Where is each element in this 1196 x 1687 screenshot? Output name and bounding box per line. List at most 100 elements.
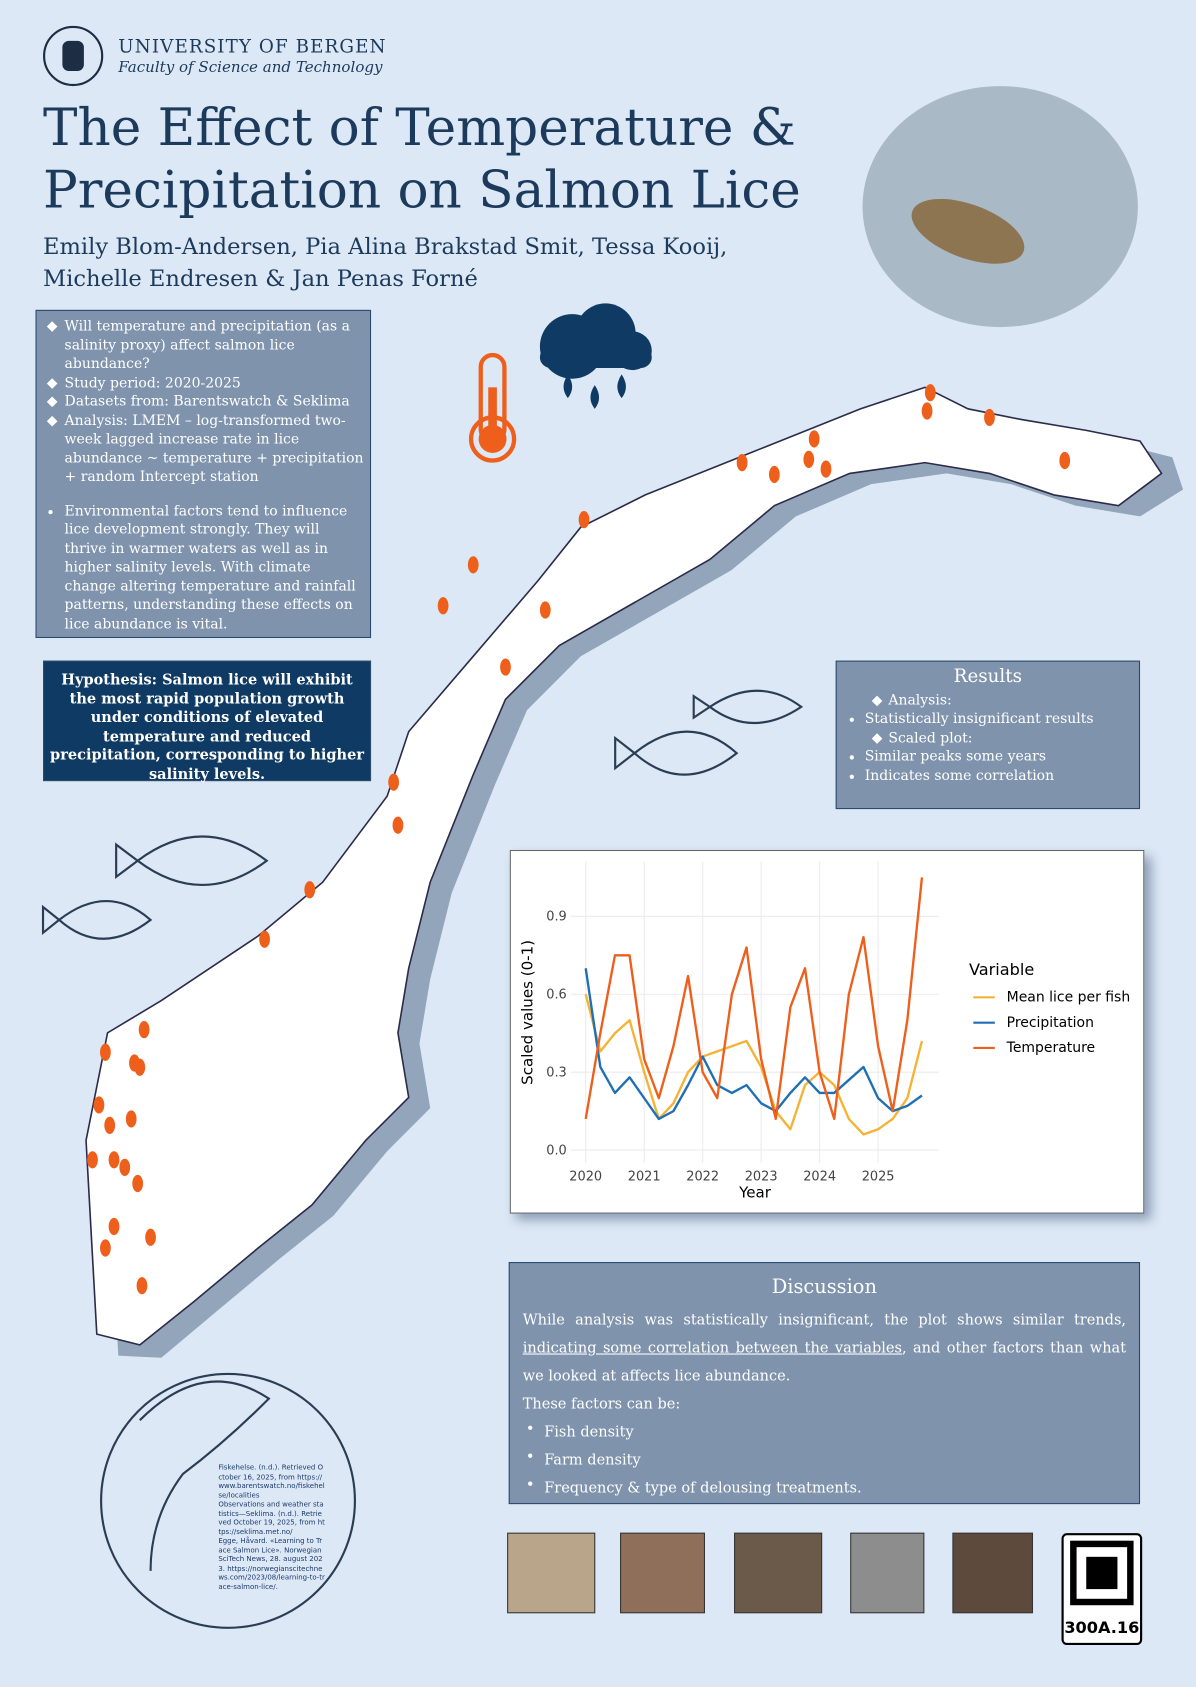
farm-dot: [100, 1043, 111, 1061]
discussion-title: Discussion: [771, 1276, 877, 1299]
line-chart: 0.0 0.3 0.6 0.9 2020 2021 2022 2023 2024 2025 Year…: [509, 849, 1145, 1214]
series-line: [584, 993, 924, 1136]
x-tick-label: 2024: [803, 1169, 836, 1184]
logo-owl: [62, 40, 84, 72]
y-tick-label: 0.3: [546, 1065, 567, 1080]
author-line: Emily Blom-Andersen, Pia Alina Brakstad …: [43, 233, 728, 260]
bullet: [871, 732, 883, 744]
discussion-lead: These factors can be:: [522, 1395, 681, 1413]
farm-dot: [145, 1228, 156, 1246]
y-tick-label: 0.6: [546, 988, 567, 1003]
intro-item: Will temperature and precipitation (as a…: [43, 317, 363, 373]
lice-photo: [862, 86, 1138, 328]
farm-dot: [539, 601, 551, 619]
farm-dot: [108, 1151, 120, 1169]
farm-dot: [136, 1277, 148, 1295]
farm-dot: [467, 556, 479, 574]
farm-dot: [392, 816, 404, 834]
discussion-text: While analysis was statistically insigni…: [523, 1306, 1126, 1390]
farm-dot: [259, 930, 270, 948]
references: Fiskehelse. (n.d.). Retrieved October 16…: [218, 1463, 326, 1591]
discussion-list: Fish density Farm density Frequency & type…: [523, 1418, 1126, 1502]
title-line: Precipitation on Salmon Lice: [43, 160, 801, 221]
intro-item: Study period: 2020-2025: [43, 374, 363, 393]
farm-dot: [736, 454, 748, 472]
farm-dot: [138, 1021, 150, 1039]
lice-photo-louse: [911, 198, 1025, 264]
university-name: UNIVERSITY OF BERGEN: [118, 36, 387, 59]
legend-label: Precipitation: [1007, 1015, 1094, 1031]
farm-dot: [104, 1116, 116, 1134]
bullet: [849, 755, 854, 760]
results-title: Results: [953, 665, 1023, 688]
results-box: Results Analysis: Statistically insignifi…: [835, 660, 1141, 810]
farm-dot: [921, 402, 933, 420]
results-item: Similar peaks some years: [841, 748, 1135, 767]
legend-label: Temperature: [1006, 1040, 1095, 1056]
discussion-item: Frequency & type of delousing treatments…: [523, 1474, 1126, 1502]
farm-dot: [388, 773, 400, 791]
bullet: [849, 717, 854, 722]
farm-dot: [437, 597, 449, 615]
farm-sites: [87, 384, 1071, 1295]
x-axis-label: Year: [738, 1183, 772, 1201]
farm-dot: [125, 1110, 137, 1128]
hypothesis-box: Hypothesis: Salmon lice will exhibit the…: [43, 660, 372, 783]
fish-icons: [41, 689, 804, 1629]
discussion-item: Farm density: [523, 1446, 1126, 1474]
y-tick-label: 0.9: [546, 910, 567, 925]
poster-title: The Effect of Temperature & Precipitatio…: [43, 97, 801, 222]
author-line: Michelle Endresen & Jan Penas Forné: [43, 265, 478, 292]
farm-dot: [808, 430, 820, 448]
y-axis-label: Scaled values (0-1): [518, 940, 536, 1085]
reference: Observations and weather statistics—Sekl…: [218, 1499, 325, 1536]
farm-dot: [768, 465, 780, 484]
results-item: Analysis:: [841, 691, 1135, 710]
intro-item: Analysis: LMEM – log-transformed two-wee…: [43, 412, 364, 487]
farm-dot: [87, 1151, 98, 1169]
farm-dot: [134, 1058, 146, 1076]
discussion-part: While analysis was statistically insigni…: [522, 1311, 1127, 1329]
farm-dot: [1059, 451, 1071, 470]
bullet: [871, 695, 883, 706]
farm-dot: [924, 384, 936, 402]
qr-code: [1061, 1533, 1143, 1646]
logo: [43, 25, 104, 87]
thermometer-icon: [468, 352, 517, 463]
farm-dot: [119, 1158, 131, 1176]
faculty-name: Faculty of Science and Technology: [118, 59, 383, 77]
x-tick-label: 2023: [745, 1169, 778, 1184]
farm-dot: [984, 408, 995, 427]
x-tick-label: 2021: [628, 1169, 661, 1184]
discussion-item: Fish density: [523, 1418, 1126, 1446]
rain-icon: [539, 303, 652, 409]
intro-list: Will temperature and precipitation (as a…: [43, 317, 364, 487]
series-line: [584, 877, 924, 1121]
norway-map: [85, 386, 1163, 1346]
results-item: Statistically insignificant results: [841, 710, 1135, 729]
farm-dot: [803, 450, 815, 469]
intro-item: Datasets from: Barentswatch & Seklima: [43, 393, 363, 412]
results-item: Indicates some correlation: [841, 767, 1135, 786]
farm-dot: [108, 1217, 120, 1236]
qr-label: 300A.16: [1064, 1618, 1140, 1638]
farm-dot: [500, 658, 511, 676]
team-photos: [507, 1532, 1034, 1614]
series-line: [584, 968, 923, 1121]
farm-dot: [100, 1239, 111, 1257]
intro-note: Environmental factors tend to influence …: [43, 502, 363, 634]
farm-dot: [578, 511, 590, 529]
reference: Egge, Håvard. «Learning to Trace Salmon …: [218, 1536, 325, 1591]
discussion-box: Discussion While analysis was statistica…: [508, 1262, 1141, 1505]
legend-label: Mean lice per fish: [1007, 990, 1131, 1006]
bullet: [849, 774, 854, 779]
farm-dot: [93, 1096, 105, 1114]
results-list: Analysis: Statistically insignificant res…: [841, 691, 1135, 785]
reference: Fiskehelse. (n.d.). Retrieved October 16…: [218, 1463, 325, 1500]
discussion-part: , and other factors than what we looked …: [522, 1339, 1127, 1385]
x-tick-label: 2022: [686, 1169, 719, 1184]
discussion-highlight: indicating some correlation between the …: [522, 1339, 902, 1357]
